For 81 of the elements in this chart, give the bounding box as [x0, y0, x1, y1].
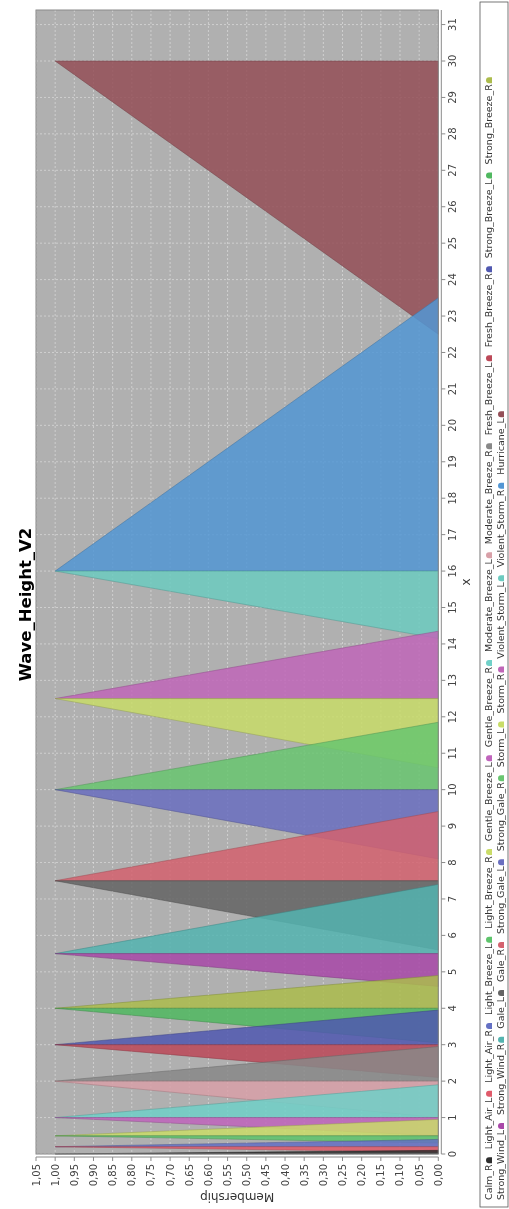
y-tick-label: 0: [447, 1150, 459, 1158]
y-tick-label: 4: [447, 1005, 459, 1012]
x-tick-label: 0,15: [375, 1164, 387, 1187]
y-tick-label: 26: [447, 200, 459, 214]
y-tick-label: 17: [447, 528, 459, 541]
legend-label: Storm_R: [495, 673, 506, 714]
x-tick-label: 0,35: [298, 1164, 310, 1187]
y-tick-label: 25: [447, 236, 459, 250]
y-tick-label: 30: [447, 54, 459, 68]
legend-label: Calm_R: [483, 1163, 494, 1200]
legend-label: Moderate_Breeze_L: [483, 558, 494, 652]
y-tick-label: 18: [447, 491, 459, 505]
legend-label: Strong_Breeze_R: [483, 83, 494, 165]
x-tick-label: 0,00: [432, 1164, 444, 1187]
y-tick-label: 6: [447, 932, 459, 939]
x-axis-title: Membership: [200, 1189, 275, 1204]
y-tick-label: 3: [447, 1041, 459, 1048]
y-tick-label: 12: [447, 710, 459, 724]
x-tick-label: 1,05: [30, 1164, 42, 1187]
y-tick-label: 15: [447, 601, 459, 614]
text: Wave_Height_V2: [16, 527, 35, 682]
y-tick-label: 21: [447, 382, 459, 396]
y-tick-label: 22: [447, 346, 459, 359]
y-tick-label: 2: [447, 1077, 459, 1085]
legend-label: Light_Breeze_R: [483, 855, 494, 929]
legend-label: Light_Breeze_L: [483, 942, 494, 1015]
legend-label: Gentle_Breeze_R: [483, 666, 494, 748]
x-tick-label: 0,90: [87, 1164, 99, 1187]
legend-label: Moderate_Breeze_R: [483, 449, 494, 545]
y-tick-label: 27: [447, 163, 459, 177]
x-tick-label: 0,75: [145, 1164, 157, 1187]
x-tick-label: 1,00: [49, 1164, 61, 1187]
legend-label: Violent_Storm_R: [495, 489, 506, 568]
y-tick-label: 1: [447, 1114, 459, 1121]
legend-label: Gentle_Breeze_L: [483, 761, 494, 842]
y-tick-label: 14: [447, 637, 459, 651]
y-tick-label: 10: [447, 783, 459, 797]
legend-label: Light_Air_L: [483, 1097, 494, 1150]
legend-label: Storm_L: [495, 727, 506, 768]
y-tick-label: 7: [447, 895, 459, 903]
legend-label: Gale_L: [495, 996, 506, 1029]
legend-label: Light_Air_R: [483, 1029, 494, 1083]
y-tick-label: 11: [447, 746, 459, 760]
legend-label: Violent_Storm_L: [495, 581, 506, 659]
y-tick-label: 29: [447, 91, 459, 104]
y-tick-label: 5: [447, 968, 459, 976]
x-tick-label: 0,40: [279, 1164, 291, 1187]
legend-label: Strong_Wind_L: [495, 1129, 506, 1200]
y-tick-label: 28: [447, 127, 459, 141]
x-tick-label: 0,60: [202, 1164, 214, 1187]
y-tick-label: 9: [447, 822, 459, 830]
legend-label: Gale_R: [495, 948, 506, 983]
legend-label: Strong_Breeze_L: [483, 178, 494, 259]
y-tick-label: 31: [447, 18, 459, 31]
x-tick-label: 0,10: [394, 1164, 406, 1187]
y-tick-label: 16: [447, 564, 459, 578]
y-tick-label: 20: [447, 418, 459, 432]
legend-label: Fresh_Breeze_L: [483, 361, 494, 436]
x-tick-label: 0,85: [107, 1164, 119, 1187]
legend-label: Strong_Gale_R: [495, 781, 506, 852]
y-tick-label: 8: [447, 859, 459, 866]
legend-label: Strong_Wind_R: [495, 1043, 506, 1116]
y-tick-label: 13: [447, 674, 459, 687]
y-tick-label: 23: [447, 309, 459, 323]
y-tick-label: 19: [447, 455, 459, 469]
legend-label: Hurricane_L: [495, 417, 506, 475]
x-tick-label: 0,05: [413, 1164, 425, 1187]
x-tick-label: 0,50: [241, 1164, 253, 1187]
x-tick-label: 0,20: [356, 1164, 368, 1187]
x-tick-label: 0,70: [164, 1164, 176, 1187]
y-axis-title: x: [459, 578, 474, 586]
x-tick-label: 0,45: [260, 1164, 272, 1187]
legend-label: Fresh_Breeze_R: [483, 272, 494, 348]
x-tick-label: 0,95: [68, 1164, 80, 1187]
x-tick-label: 0,55: [222, 1164, 234, 1187]
x-tick-label: 0,65: [183, 1164, 195, 1187]
x-tick-label: 0,80: [126, 1164, 138, 1187]
y-tick-label: 24: [447, 273, 459, 286]
x-tick-label: 0,30: [317, 1164, 329, 1187]
x-tick-label: 0,25: [337, 1164, 349, 1187]
legend-label: Strong_Gale_L: [495, 865, 506, 934]
